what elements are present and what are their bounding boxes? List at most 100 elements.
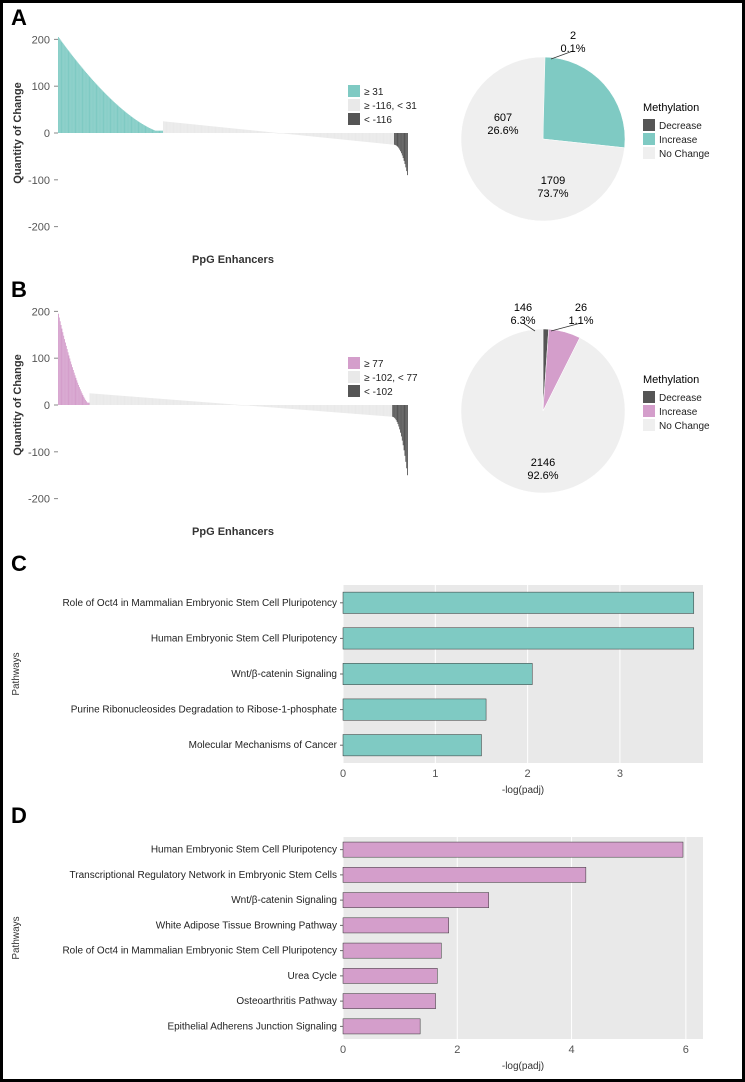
waterfall-bar: [93, 394, 94, 405]
waterfall-bar: [199, 402, 200, 405]
waterfall-bar: [269, 132, 270, 133]
waterfall-bar: [320, 133, 321, 137]
waterfall-bar: [119, 107, 120, 133]
hbar: [343, 1019, 420, 1034]
xtick-label: 4: [569, 1044, 575, 1056]
waterfall-bar: [72, 367, 73, 405]
waterfall-bar: [125, 111, 126, 133]
waterfall-bar: [173, 122, 174, 133]
waterfall-bar: [296, 405, 297, 409]
waterfall-bar: [88, 75, 89, 133]
waterfall-bar: [153, 130, 154, 133]
waterfall-bar: [261, 131, 262, 133]
waterfall-bar: [275, 405, 276, 408]
waterfall-bar: [378, 133, 379, 143]
panel-b-svg: -200-1000100200Quantity of ChangePpG Enh…: [3, 281, 743, 549]
waterfall-bar: [330, 133, 331, 138]
waterfall-bar: [58, 314, 59, 405]
waterfall-bar: [405, 405, 406, 462]
pie-callout: 146: [514, 302, 532, 314]
hbar: [343, 842, 683, 857]
waterfall-bar: [254, 131, 255, 133]
waterfall-bar: [110, 395, 111, 405]
legend-swatch: [643, 419, 655, 431]
waterfall-bar: [109, 395, 110, 405]
waterfall-bar: [370, 405, 371, 415]
waterfall-bar: [146, 398, 147, 405]
waterfall-bar: [185, 401, 186, 405]
waterfall-bar: [111, 100, 112, 133]
waterfall-bar: [83, 397, 84, 405]
waterfall-bar: [301, 133, 302, 135]
pie-legend-title: Methylation: [643, 102, 699, 114]
waterfall-bar: [188, 124, 189, 133]
waterfall-bar: [284, 133, 285, 134]
waterfall-bar: [120, 108, 121, 133]
waterfall-bar: [202, 125, 203, 133]
waterfall-bar: [247, 405, 248, 406]
waterfall-bar: [236, 405, 237, 406]
waterfall-bar: [205, 402, 206, 405]
waterfall-bar: [280, 133, 281, 134]
waterfall-bar: [60, 39, 61, 133]
waterfall-bar: [61, 41, 62, 133]
waterfall-bar: [74, 373, 75, 405]
waterfall-bar: [187, 401, 188, 405]
ytick-label: 100: [32, 81, 50, 93]
waterfall-bar: [66, 346, 67, 405]
legend-label: < -102: [364, 387, 393, 398]
waterfall-bar: [318, 133, 319, 137]
waterfall-bar: [217, 403, 218, 405]
waterfall-bar: [367, 133, 368, 142]
waterfall-bar: [197, 402, 198, 405]
waterfall-bar: [355, 405, 356, 414]
pie-callout: 607: [494, 112, 512, 124]
waterfall-bar: [169, 122, 170, 133]
hbar: [343, 994, 436, 1009]
waterfall-bar: [365, 133, 366, 142]
waterfall-bar: [262, 131, 263, 133]
waterfall-bar: [181, 123, 182, 133]
waterfall-bar: [232, 404, 233, 405]
waterfall-bar: [138, 121, 139, 133]
waterfall-bar: [360, 405, 361, 414]
waterfall-bar: [137, 121, 138, 133]
waterfall-bar: [117, 105, 118, 133]
waterfall-bar: [269, 405, 270, 407]
ytick-label: 200: [32, 34, 50, 46]
waterfall-bar: [195, 125, 196, 133]
waterfall-bar: [407, 405, 408, 475]
waterfall-bar: [191, 401, 192, 405]
waterfall-bar: [107, 395, 108, 405]
waterfall-bar: [268, 405, 269, 407]
waterfall-bar: [300, 405, 301, 410]
waterfall-bar: [104, 93, 105, 133]
waterfall-bar: [385, 133, 386, 144]
waterfall-bar: [211, 126, 212, 133]
waterfall-bar: [304, 133, 305, 136]
waterfall-bar: [265, 132, 266, 133]
waterfall-bar: [114, 102, 115, 133]
waterfall-bar: [405, 133, 406, 164]
waterfall-bar: [349, 133, 350, 140]
waterfall-bar: [360, 133, 361, 141]
waterfall-bar: [381, 405, 382, 416]
waterfall-bar: [311, 133, 312, 136]
waterfall-bar: [270, 132, 271, 133]
waterfall-bar: [276, 133, 277, 134]
waterfall-bar: [83, 70, 84, 133]
waterfall-bar: [111, 99, 112, 133]
waterfall-bar: [99, 88, 100, 133]
waterfall-bar: [77, 383, 78, 405]
waterfall-bar: [346, 405, 347, 413]
waterfall-bar: [87, 74, 88, 133]
waterfall-bar: [258, 405, 259, 406]
waterfall-bar: [246, 405, 247, 406]
waterfall-bar: [215, 127, 216, 133]
waterfall-bar: [175, 400, 176, 405]
waterfall-bar: [263, 131, 264, 133]
waterfall-bar: [80, 389, 81, 405]
waterfall-bar: [309, 133, 310, 136]
legend-label: ≥ 31: [364, 87, 384, 98]
waterfall-bar: [91, 79, 92, 133]
